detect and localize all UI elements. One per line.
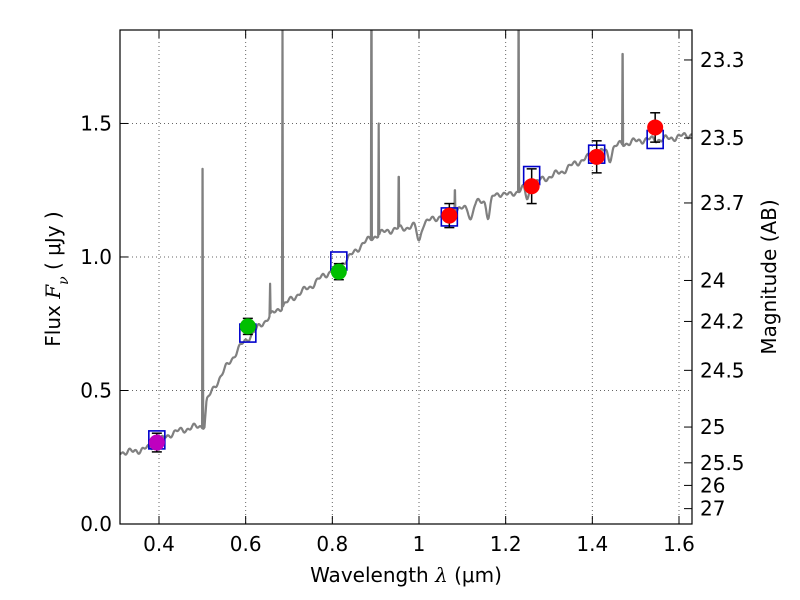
x-tick-label: 1.2	[490, 532, 522, 556]
x-tick-label: 0.8	[316, 532, 348, 556]
photometry-markers	[148, 112, 664, 453]
photometry-point	[441, 207, 458, 224]
magnitude-tick-label: 25.5	[700, 451, 745, 475]
magnitude-tick-label: 24.2	[700, 309, 745, 333]
x-tick-label: 0.6	[230, 532, 262, 556]
x-tick-label: 1	[413, 532, 426, 556]
y-tick-label: 0.5	[80, 378, 112, 402]
photometry-point	[148, 434, 165, 451]
x-axis-title: Wavelength λ (μm)	[310, 563, 502, 587]
magnitude-tick-label: 23.5	[700, 126, 745, 150]
magnitude-tick-label: 26	[700, 473, 725, 497]
axis-ticks: 0.4 0.6 0.8 1 1.2 1.4 1.6 0.0 0.5 1.0 1.5 23.3 23.5 2…	[80, 30, 745, 556]
magnitude-axis-title: Magnitude (AB)	[757, 199, 781, 354]
y-tick-label: 1.0	[80, 245, 112, 269]
photometry-point	[588, 148, 605, 165]
photometry-point	[330, 263, 347, 280]
magnitude-tick-label: 24.5	[700, 358, 745, 382]
y-tick-label: 0.0	[80, 512, 112, 536]
magnitude-tick-label: 23.3	[700, 48, 745, 72]
photometry-point	[239, 318, 256, 335]
magnitude-tick-label: 27	[700, 497, 725, 521]
x-tick-label: 1.6	[663, 532, 695, 556]
photometry-point	[523, 178, 540, 195]
plot-frame	[119, 29, 693, 525]
magnitude-tick-label: 24	[700, 268, 725, 292]
magnitude-tick-label: 23.7	[700, 191, 745, 215]
y-tick-label: 1.5	[80, 111, 112, 135]
magnitude-tick-label: 25	[700, 415, 725, 439]
y-axis-title: Flux Fν ( μJy )	[41, 211, 72, 346]
x-tick-label: 0.4	[143, 532, 175, 556]
x-tick-label: 1.4	[576, 532, 608, 556]
photometry-point	[647, 119, 664, 136]
